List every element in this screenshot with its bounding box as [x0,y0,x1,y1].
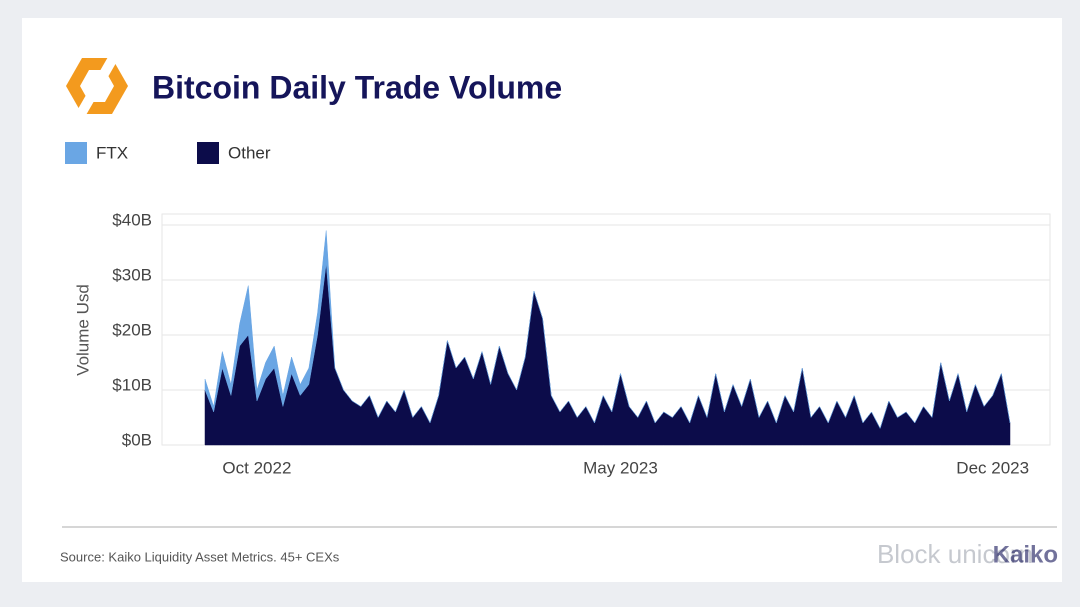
y-tick-label: $0B [122,430,152,449]
legend-swatch [197,142,219,164]
y-tick-label: $40B [112,210,152,229]
legend-label: Other [228,143,271,162]
legend-swatch [65,142,87,164]
area [204,230,1011,430]
y-tick-label: $30B [112,265,152,284]
y-axis-label: Volume Usd [73,284,92,376]
brand-name: Kaiko [993,541,1058,568]
source-note: Source: Kaiko Liquidity Asset Metrics. 4… [60,549,340,564]
chart-title: Bitcoin Daily Trade Volume [152,69,562,105]
legend-label: FTX [96,143,128,162]
logo [66,55,128,117]
x-tick-label: Oct 2022 [222,458,291,477]
y-tick-label: $20B [112,320,152,339]
y-tick-label: $10B [112,375,152,394]
card [22,18,1062,582]
x-tick-label: May 2023 [583,458,658,477]
x-tick-label: Dec 2023 [956,458,1029,477]
watermark: Block unicorn [877,539,1033,569]
